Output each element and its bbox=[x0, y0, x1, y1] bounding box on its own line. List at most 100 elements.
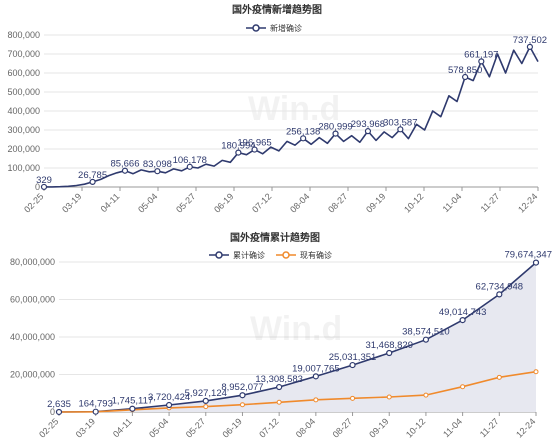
x-tick-label: 10-12 bbox=[402, 191, 425, 214]
x-tick-label: 04-11 bbox=[99, 191, 122, 214]
cumulative-point bbox=[496, 291, 503, 298]
data-label: 737,502 bbox=[513, 35, 547, 46]
watermark: Win.d bbox=[248, 90, 340, 128]
y-tick-label: 40,000,000 bbox=[10, 332, 55, 342]
x-tick-label: 06-19 bbox=[221, 416, 244, 439]
y-tick-label: 300,000 bbox=[7, 125, 40, 135]
data-point bbox=[186, 163, 193, 170]
data-label: 26,785 bbox=[78, 170, 107, 181]
y-tick-label: 700,000 bbox=[7, 49, 40, 59]
y-tick-label: 0 bbox=[35, 182, 40, 192]
legend-active-marker bbox=[282, 251, 290, 259]
data-label: 180,994 bbox=[221, 141, 255, 152]
data-point bbox=[154, 168, 161, 175]
active-point bbox=[313, 397, 319, 403]
cumulative-point bbox=[55, 408, 63, 416]
x-tick-label: 10-12 bbox=[404, 416, 427, 439]
data-label: 79,674,347 bbox=[504, 250, 552, 261]
x-tick-label: 11-27 bbox=[478, 416, 501, 439]
data-point bbox=[478, 58, 485, 65]
data-label: 106,178 bbox=[173, 155, 207, 166]
x-tick-label: 11-04 bbox=[441, 416, 464, 439]
data-label: 661,197 bbox=[464, 49, 498, 60]
cumulative-point bbox=[165, 401, 173, 409]
x-tick-label: 11-04 bbox=[441, 191, 464, 214]
chart-title: 国外疫情累计趋势图 bbox=[230, 231, 320, 244]
x-tick-label: 08-27 bbox=[326, 191, 349, 214]
y-tick-label: 800,000 bbox=[7, 30, 40, 40]
cumulative-point bbox=[532, 259, 540, 266]
legend-new-cases-marker bbox=[252, 24, 260, 32]
data-label: 329 bbox=[36, 175, 52, 186]
active-point bbox=[533, 369, 539, 375]
data-point bbox=[121, 167, 129, 174]
y-tick-label: 200,000 bbox=[7, 144, 40, 154]
data-label: 49,014,743 bbox=[439, 307, 487, 318]
data-label: 62,734,948 bbox=[476, 281, 524, 292]
active-point bbox=[386, 394, 392, 400]
x-tick-label: 08-04 bbox=[288, 191, 311, 214]
legend-new-cases-label: 新增确诊 bbox=[270, 23, 302, 33]
y-tick-label: 60,000,000 bbox=[10, 295, 55, 305]
data-point bbox=[332, 130, 339, 137]
cumulative-point bbox=[276, 383, 283, 391]
cumulative-point bbox=[386, 349, 393, 357]
active-point bbox=[460, 384, 466, 390]
active-line bbox=[58, 370, 537, 413]
cumulative-point bbox=[459, 316, 466, 324]
watermark: Win.d bbox=[250, 310, 342, 348]
cumulative-point bbox=[312, 373, 319, 380]
x-tick-label: 09-19 bbox=[364, 191, 387, 214]
x-tick-label: 03-19 bbox=[60, 191, 83, 214]
legend-cumulative-marker bbox=[215, 251, 223, 259]
data-label: 83,098 bbox=[143, 159, 172, 170]
data-point bbox=[251, 146, 258, 153]
data-label: 293,968 bbox=[351, 119, 385, 130]
x-tick-label: 11-27 bbox=[479, 191, 502, 214]
y-tick-label: 100,000 bbox=[7, 163, 40, 173]
y-tick-label: 500,000 bbox=[7, 87, 40, 97]
active-point bbox=[496, 374, 502, 380]
data-point bbox=[397, 126, 404, 133]
y-tick-label: 80,000,000 bbox=[10, 257, 55, 267]
data-label: 164,793 bbox=[79, 399, 113, 410]
chart-title: 国外疫情新增趋势图 bbox=[232, 3, 322, 16]
cumulative-line bbox=[58, 261, 537, 413]
x-tick-label: 05-04 bbox=[147, 416, 170, 439]
data-label: 31,468,829 bbox=[365, 340, 413, 351]
x-tick-label: 03-19 bbox=[74, 416, 97, 439]
data-label: 85,666 bbox=[110, 159, 139, 170]
x-tick-label: 09-19 bbox=[367, 416, 390, 439]
data-label: 8,952,077 bbox=[221, 382, 263, 393]
data-label: 303,587 bbox=[383, 117, 417, 128]
x-tick-label: 07-12 bbox=[250, 191, 273, 214]
active-point bbox=[276, 399, 282, 405]
data-point bbox=[40, 183, 48, 191]
x-tick-label: 05-27 bbox=[174, 191, 197, 214]
x-tick-label: 06-19 bbox=[212, 191, 235, 214]
data-point bbox=[526, 43, 534, 50]
cumulative-point bbox=[92, 408, 99, 415]
data-point bbox=[364, 128, 372, 135]
active-point bbox=[423, 392, 429, 398]
cumulative-area bbox=[59, 262, 536, 412]
data-label: 38,574,510 bbox=[402, 327, 450, 338]
x-tick-label: 04-11 bbox=[111, 416, 134, 439]
x-tick-label: 12-24 bbox=[516, 191, 539, 214]
legend-active-label: 现有确诊 bbox=[300, 250, 332, 260]
active-point bbox=[203, 404, 209, 410]
data-label: 3,720,424 bbox=[148, 392, 190, 403]
data-label: 19,007,765 bbox=[292, 363, 340, 374]
data-point bbox=[462, 73, 469, 81]
y-tick-label: 0 bbox=[50, 407, 55, 417]
data-label: 256,138 bbox=[286, 126, 320, 137]
data-label: 13,308,583 bbox=[255, 374, 303, 385]
data-point bbox=[89, 178, 96, 186]
data-label: 1,745,117 bbox=[112, 396, 154, 407]
data-label: 280,999 bbox=[318, 122, 352, 133]
data-label: 578,850 bbox=[448, 65, 482, 76]
